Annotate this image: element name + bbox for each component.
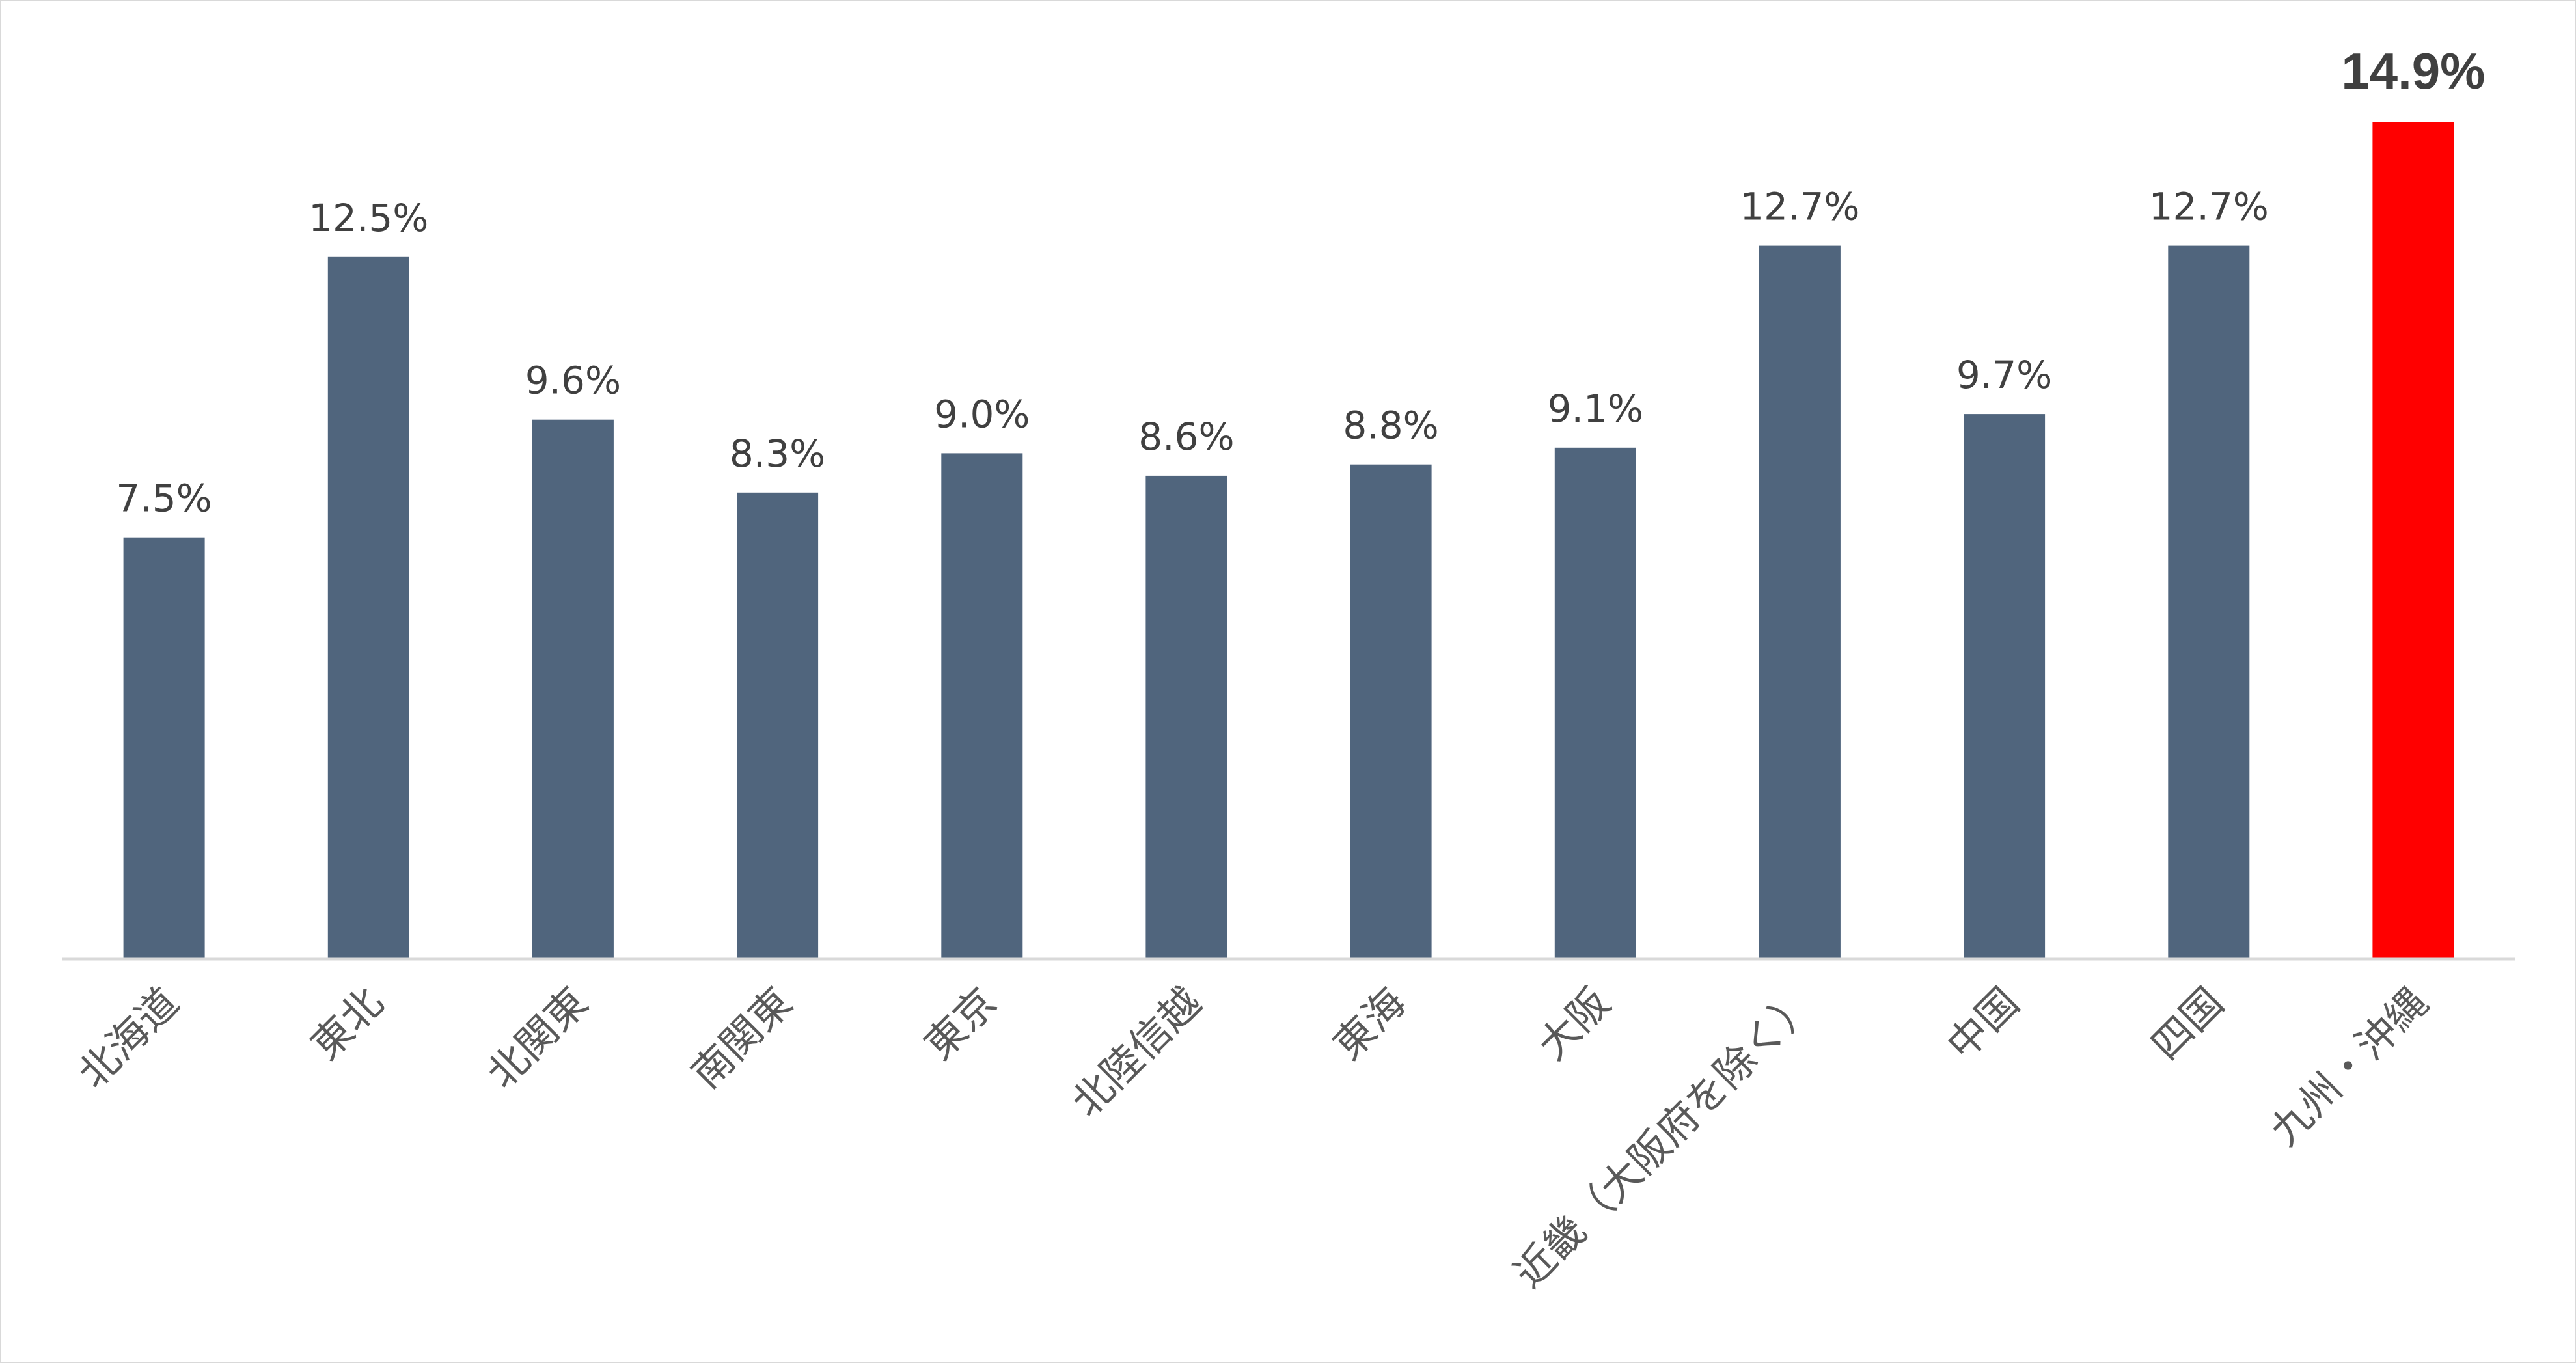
data-label-0: 7.5% — [116, 476, 212, 521]
category-label-11: 九州・沖縄 — [2261, 978, 2437, 1155]
bar-5 — [1145, 475, 1227, 958]
bar-8 — [1759, 245, 1841, 959]
data-label-8: 12.7% — [1740, 185, 1859, 229]
data-label-7: 9.1% — [1548, 387, 1643, 431]
category-label-0: 北海道 — [69, 978, 188, 1097]
category-label-10: 四国 — [2142, 978, 2232, 1069]
bar-6 — [1350, 464, 1432, 958]
category-label-5: 北陸信越 — [1063, 978, 1211, 1126]
bar-10 — [2168, 245, 2250, 959]
bar-9 — [1964, 414, 2046, 958]
category-label-2: 北関東 — [478, 978, 597, 1097]
bar-0 — [123, 537, 205, 958]
data-label-3: 8.3% — [730, 432, 825, 476]
category-label-9: 中国 — [1938, 978, 2028, 1069]
data-label-1: 12.5% — [308, 196, 428, 240]
data-label-9: 9.7% — [1956, 353, 2052, 397]
bar-3 — [737, 492, 819, 958]
data-label-10: 12.7% — [2149, 185, 2269, 229]
category-label-3: 南関東 — [682, 978, 801, 1097]
bar-2 — [532, 419, 614, 958]
bar-11 — [2372, 122, 2454, 958]
bar-1 — [327, 256, 409, 958]
category-label-7: 大阪 — [1529, 978, 1619, 1069]
data-label-5: 8.6% — [1138, 415, 1234, 459]
category-label-6: 東海 — [1324, 978, 1414, 1069]
category-label-4: 東京 — [915, 978, 1006, 1069]
data-label-6: 8.8% — [1343, 404, 1438, 448]
data-label-4: 9.0% — [934, 392, 1030, 436]
category-label-1: 東北 — [302, 978, 392, 1069]
data-label-11: 14.9% — [2341, 42, 2485, 100]
bar-7 — [1554, 447, 1636, 958]
bar-4 — [941, 453, 1023, 958]
data-label-2: 9.6% — [525, 359, 621, 403]
